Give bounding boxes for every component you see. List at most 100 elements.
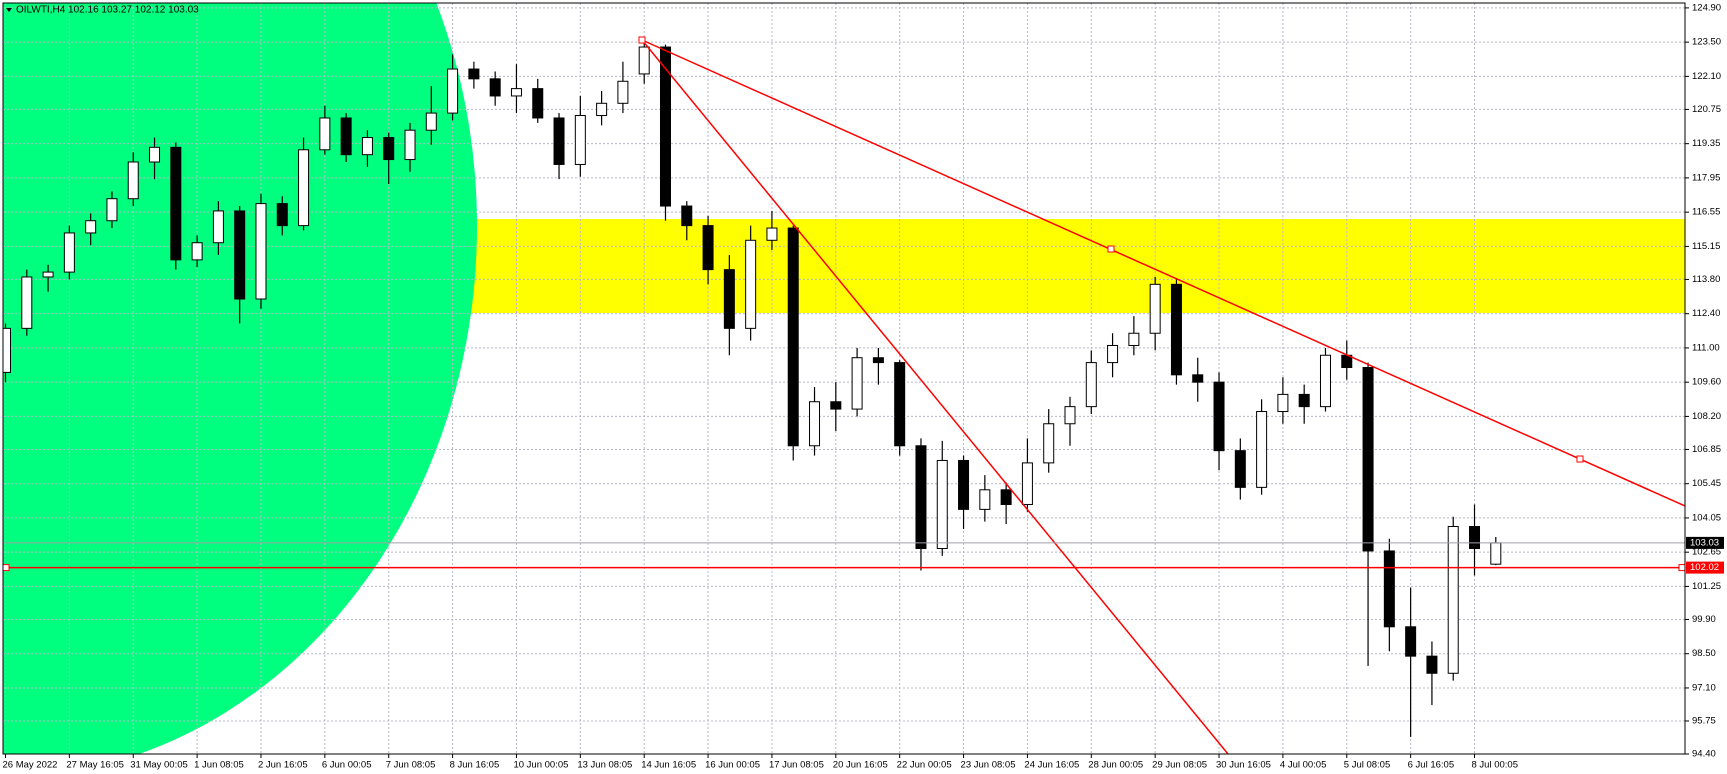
candle-body [42,271,54,278]
candle-body [723,269,735,329]
x-tick-label: 6 Jun 00:05 [322,760,372,771]
line-handle [1107,245,1115,253]
candle-body [766,227,778,241]
candle-body [979,489,991,510]
candle-body [298,149,310,227]
candle-body [915,445,927,550]
candle-body [1405,626,1417,657]
candle-body [787,227,799,447]
chart-title: OILWTI,H4 102.16 103.27 102.12 103.03 [16,5,199,16]
y-tick-label: 119.35 [1692,138,1720,149]
candle-body [872,357,884,364]
candle-body [212,210,224,244]
trend-lines [638,36,1685,754]
candle-body [745,239,757,329]
y-tick-label: 111.00 [1692,342,1720,353]
y-tick-label: 116.55 [1692,207,1720,218]
candle-body [1362,366,1374,552]
x-tick-label: 31 May 00:05 [130,760,188,771]
candle-body [958,459,970,510]
candle-body [1298,393,1310,408]
y-tick-label: 97.10 [1692,682,1716,693]
y-tick-label: 105.45 [1692,478,1721,489]
candle-body [1383,550,1395,628]
x-tick-label: 7 Jun 08:05 [386,760,436,771]
x-tick-label: 17 Jun 08:05 [769,760,824,771]
x-tick-label: 5 Jul 08:05 [1344,760,1390,771]
x-tick-label: 22 Jun 00:05 [897,760,952,771]
candle-body [1256,411,1268,488]
candle-body [447,68,459,114]
highlight-ellipse [3,3,477,754]
candle-body [1170,283,1182,376]
plot-frame [2,2,1686,755]
candle-body [106,198,118,222]
candle-body [532,88,544,119]
candle-body [1043,423,1055,464]
candle-body [510,88,522,97]
candle-body [936,459,948,550]
candles [3,42,1502,737]
price-lines [2,542,1686,572]
candle-body [340,117,352,156]
x-tick-label: 20 Jun 16:05 [833,760,888,771]
candle-body [617,80,629,104]
candle-body [234,210,246,300]
candle-body [276,203,288,227]
x-tick-label: 16 Jun 00:05 [705,760,760,771]
candle-body [1085,362,1097,408]
candle-body [21,276,33,329]
y-tick-label: 120.75 [1692,104,1721,115]
y-tick-label: 122.10 [1692,71,1721,82]
candle-body [468,68,480,80]
candle-body [702,225,714,271]
x-tick-label: 30 Jun 16:05 [1216,760,1271,771]
candle-body [1447,525,1459,674]
candle-body [1107,344,1119,364]
x-tick-label: 29 Jun 08:05 [1152,760,1207,771]
hline-label: 102.02 [1690,562,1719,573]
x-tick-label: 13 Jun 08:05 [577,760,632,771]
y-tick-label: 94.40 [1692,749,1716,760]
x-tick-label: 27 May 16:05 [66,760,124,771]
y-tick-label: 98.50 [1692,648,1716,659]
candle-body [404,129,416,161]
x-tick-label: 10 Jun 00:05 [513,760,568,771]
candle-body [170,146,182,261]
candle-body [1000,489,1012,505]
collapse-icon [6,8,12,12]
x-tick-label: 4 Jul 00:05 [1280,760,1326,771]
candle-body [1277,393,1289,413]
candle-body [1064,406,1076,425]
candle-body [851,357,863,410]
candle-body [361,137,373,156]
candle-body [809,401,821,447]
candle-body [553,117,565,165]
candle-body [489,78,501,97]
candle-body [127,161,139,200]
candle-body [1319,354,1331,408]
x-tick-label: 24 Jun 16:05 [1024,760,1079,771]
candle-body [319,117,331,151]
y-tick-label: 109.60 [1692,377,1721,388]
y-tick-label: 99.90 [1692,614,1716,625]
candle-body [574,115,586,165]
candle-body [3,327,11,373]
line-handle [1576,455,1584,463]
x-tick-label: 14 Jun 16:05 [641,760,696,771]
candle-body [830,401,842,410]
line-handle [2,564,10,572]
y-tick-label: 104.05 [1692,512,1721,523]
candle-body [1128,332,1140,346]
candle-body [894,362,906,447]
drawing-objects [3,3,1685,754]
candle-body [596,102,608,117]
bid-label: 103.03 [1690,537,1719,548]
x-tick-label: 28 Jun 00:05 [1088,760,1143,771]
y-tick-label: 117.95 [1692,172,1720,183]
x-tick-label: 8 Jun 16:05 [450,760,500,771]
bid-label-box [1686,536,1724,549]
candle-body [1192,374,1204,383]
candle-body [638,46,650,75]
candle-body [1490,542,1502,565]
